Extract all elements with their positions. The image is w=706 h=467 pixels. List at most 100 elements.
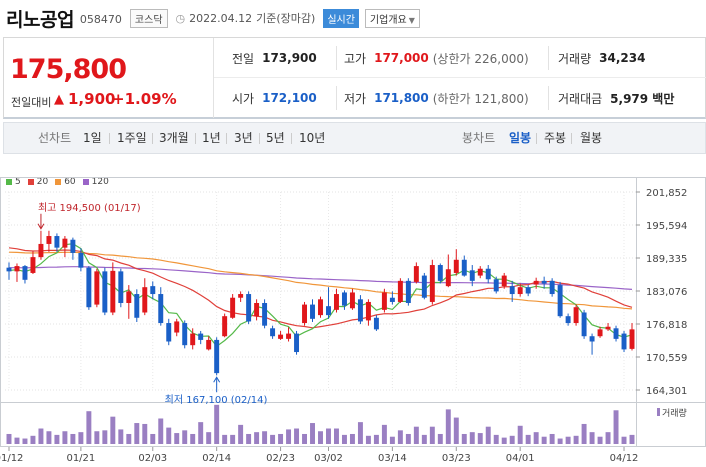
candle-body: [142, 287, 148, 313]
legend-ma20: 20: [27, 177, 48, 187]
volume-bar: [110, 416, 116, 444]
volume-bar: [270, 434, 276, 444]
candle-body: [310, 304, 315, 319]
volume-bar: [222, 434, 228, 444]
company-info-dropdown[interactable]: 기업개요 ▼: [364, 8, 420, 28]
candle-body: [198, 333, 204, 340]
tab-10-years[interactable]: 10년: [299, 131, 326, 145]
candle-body: [222, 316, 228, 337]
volume-bar: [190, 433, 196, 444]
tab-3-months[interactable]: 3개월: [159, 131, 189, 145]
volume-bar: [501, 437, 507, 444]
candle-body: [485, 268, 491, 280]
volume-bar: [413, 426, 419, 444]
volume-bar: [214, 404, 220, 444]
x-tick-label: 04/12: [610, 453, 639, 464]
volume-bar: [581, 423, 587, 444]
tab-5-years[interactable]: 5년: [266, 131, 285, 145]
x-tick-label: 01/12: [0, 453, 23, 464]
volume-label: 거래량: [558, 51, 592, 66]
high-value: 177,000: [374, 51, 429, 65]
candle-body: [557, 285, 563, 317]
quote-row-1: 전일 173,900 고가 177,000 (상한가 226,000) 거래량 …: [214, 38, 706, 78]
y-tick-label: 201,852: [646, 188, 687, 199]
tab-weekly[interactable]: 주봉: [544, 131, 567, 145]
tab-divider: [536, 133, 537, 144]
y-tick-label: 195,594: [646, 221, 687, 232]
volume-bar: [150, 433, 156, 444]
volume-bar: [174, 433, 180, 444]
candle-body: [445, 269, 451, 287]
candlesticks: [6, 230, 635, 376]
x-tick-label: 03/02: [314, 453, 343, 464]
low-value: 171,800: [374, 91, 429, 105]
volume-bar: [533, 432, 539, 444]
price-chart[interactable]: 201,852 195,594 189,335 183,076 176,818 170,5…: [0, 155, 706, 467]
tab-divider: [571, 133, 572, 144]
amount-label: 거래대금: [558, 91, 603, 106]
tab-candle-chart[interactable]: 봉차트: [462, 131, 496, 145]
chart-annotations: 최고 194,500 (01/17) 최저 167,100 (02/14): [37, 202, 267, 406]
candle-body: [278, 334, 284, 339]
y-tick-label: 176,818: [646, 320, 687, 331]
candle-body: [182, 323, 188, 346]
x-tick-label: 02/23: [266, 453, 295, 464]
realtime-button[interactable]: 실시간: [323, 8, 359, 28]
candle-body: [14, 266, 20, 272]
volume-bar: [341, 434, 347, 444]
tab-3-years[interactable]: 3년: [234, 131, 253, 145]
quote-summary: 175,800 전일대비 ▲ 1,900 +1.09% 전일 173,900 고…: [3, 37, 706, 119]
volume-bar: [557, 438, 563, 444]
tab-1-day[interactable]: 1일: [83, 131, 102, 145]
change-label: 전일대비: [11, 96, 52, 109]
candle-body: [46, 236, 52, 244]
candle-body: [6, 267, 12, 272]
candle-body: [294, 333, 300, 353]
volume-bar: [629, 434, 635, 444]
volume-bar: [621, 436, 627, 444]
up-arrow-icon: [213, 376, 221, 383]
candle-body: [134, 294, 140, 318]
quote-date: 2022.04.12: [189, 11, 253, 25]
x-tick-label: 02/14: [202, 453, 231, 464]
candle-body: [302, 304, 308, 324]
tab-divider: [259, 133, 260, 144]
volume-bar: [453, 417, 459, 444]
volume-bar: [493, 434, 499, 444]
candle-body: [629, 329, 635, 349]
chevron-down-icon: ▼: [408, 15, 415, 25]
divider: [336, 86, 337, 110]
volume-bar: [142, 423, 148, 444]
tab-line-chart[interactable]: 선차트: [38, 131, 72, 145]
candle-body: [254, 303, 260, 317]
change-percent: +1.09%: [112, 90, 177, 108]
quote-basis: 기준(장마감): [256, 12, 316, 25]
legend-swatch: [6, 179, 12, 185]
volume-bar: [565, 436, 571, 444]
volume-value: 34,234: [599, 51, 646, 65]
tab-daily[interactable]: 일봉: [509, 131, 532, 145]
candle-body: [214, 339, 220, 374]
candle-body: [621, 333, 627, 350]
candle-body: [589, 336, 595, 342]
low-label: 저가: [344, 91, 367, 106]
volume-bar: [62, 431, 68, 444]
legend-swatch: [82, 179, 89, 185]
down-arrow-icon: [37, 223, 45, 230]
volume-bar: [477, 433, 483, 444]
clock-icon: ◷: [175, 11, 186, 25]
tab-1-year[interactable]: 1년: [202, 131, 221, 145]
market-badge: 코스닥: [129, 8, 168, 28]
amount-value: 5,979 백만: [610, 91, 675, 106]
tab-1-week[interactable]: 1주일: [117, 131, 147, 145]
volume-bar: [46, 431, 52, 444]
tab-divider: [291, 133, 292, 144]
legend-swatch: [27, 179, 34, 185]
candle-body: [54, 236, 60, 248]
volume-bar: [589, 432, 595, 444]
change-value: 1,900: [68, 90, 116, 108]
tab-monthly[interactable]: 월봉: [580, 131, 603, 145]
high-annotation: 최고 194,500 (01/17): [38, 202, 141, 214]
candle-body: [509, 286, 515, 295]
volume-bars: 거래량: [6, 404, 687, 444]
